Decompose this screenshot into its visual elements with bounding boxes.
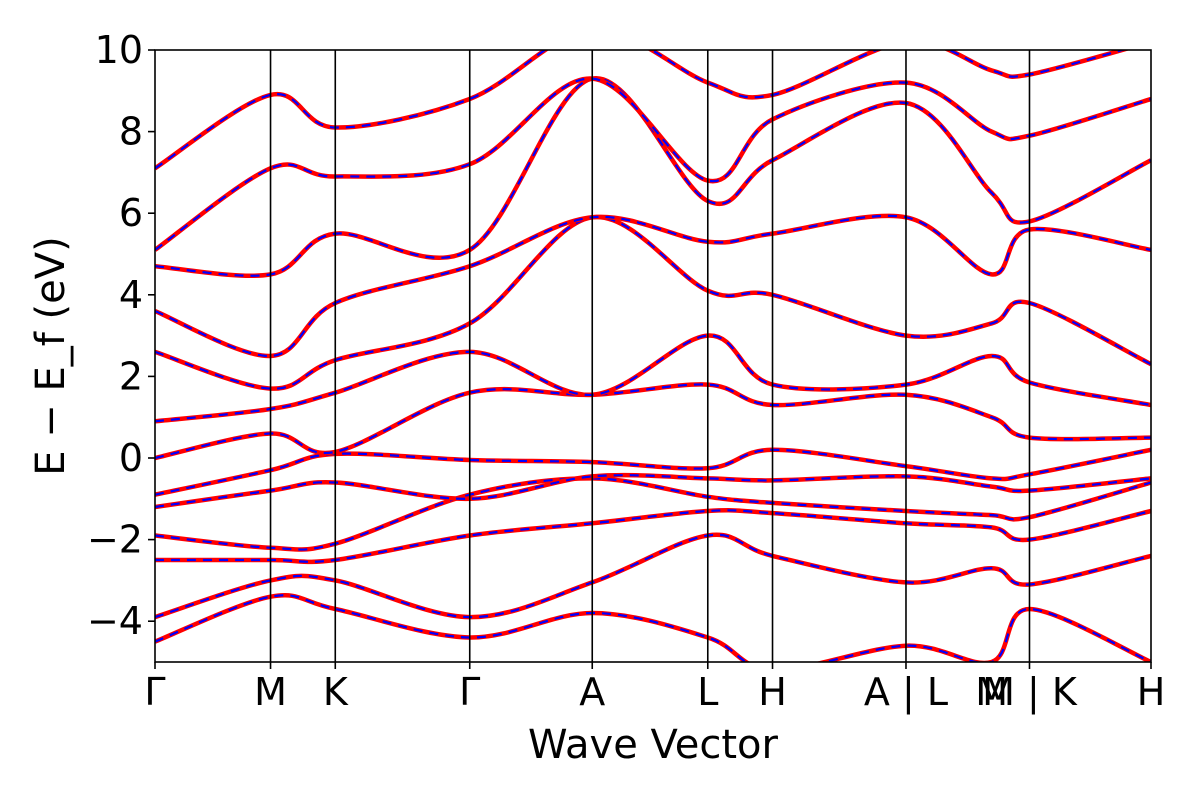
band-line-0 — [155, 593, 1151, 662]
y-tick-label: 0 — [119, 436, 143, 480]
y-tick-label: 8 — [119, 110, 143, 154]
y-tick-label: 6 — [119, 191, 143, 235]
band-line-1 — [155, 532, 1151, 620]
x-tick-label: Γ — [144, 670, 165, 714]
x-tick-label: A — [579, 670, 605, 714]
band-line-dashed-11 — [155, 77, 1151, 251]
y-tick-label: 4 — [119, 273, 143, 317]
band-lines — [155, 50, 1151, 662]
band-line-dashed-6 — [155, 383, 1151, 460]
band-line-6 — [155, 382, 1151, 461]
band-line-dashed-12 — [155, 50, 1127, 170]
y-tick-label: −2 — [87, 518, 143, 562]
band-line-dashed-2 — [155, 509, 1151, 563]
y-tick-label: −4 — [87, 599, 143, 643]
band-line-dashed-9 — [155, 214, 1151, 358]
band-line-dashed-4 — [155, 474, 1151, 509]
high-symmetry-lines — [269, 50, 1031, 662]
plot-frame — [154, 49, 1152, 663]
y-axis-ticks: −4 −2 0 2 4 6 8 10 — [87, 28, 155, 643]
band-line-11 — [155, 76, 1151, 252]
band-line-dashed-10 — [155, 77, 1151, 277]
band-line-dashed-0 — [155, 594, 1151, 662]
y-tick-label: 10 — [95, 28, 143, 72]
x-tick-label: M — [975, 670, 1008, 714]
x-tick-label: L — [697, 670, 718, 714]
x-tick-label: A | L — [864, 670, 948, 715]
x-axis-title: Wave Vector — [528, 722, 779, 768]
y-axis-title: E − E_f (eV) — [28, 236, 74, 475]
band-line-dashed-1 — [155, 533, 1151, 619]
x-tick-label: K — [323, 670, 349, 714]
x-tick-label: H — [758, 670, 787, 714]
x-tick-label: H — [1137, 670, 1166, 714]
band-line-dashed-3 — [155, 477, 1151, 551]
x-tick-label: M | K — [982, 670, 1078, 715]
y-tick-label: 2 — [119, 354, 143, 398]
x-tick-label: Γ — [459, 670, 480, 714]
x-tick-label: M — [254, 670, 287, 714]
band-line-dashed-5 — [155, 448, 1151, 496]
band-line-9 — [155, 213, 1151, 359]
band-line-dashed-8 — [155, 216, 1151, 390]
